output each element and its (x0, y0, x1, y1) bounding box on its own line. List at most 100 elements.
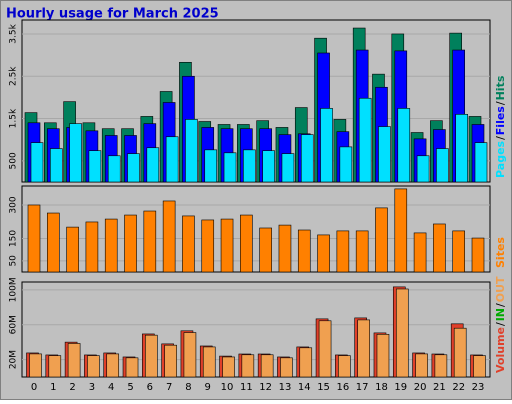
legend-label: OUT (494, 276, 507, 302)
y-tick-label: 2.5k (9, 66, 19, 86)
y-tick-label: 500 (9, 152, 19, 169)
y-tick-label: 3.5k (9, 23, 19, 43)
bar (339, 146, 353, 183)
x-tick-label: 2 (69, 382, 75, 393)
bar (357, 319, 370, 378)
bar (50, 148, 63, 183)
bar (278, 224, 292, 273)
bar (378, 126, 391, 183)
x-tick-label: 0 (31, 382, 37, 393)
bar (125, 357, 139, 378)
x-tick-label: 10 (221, 382, 234, 393)
bar (281, 153, 295, 183)
x-tick-label: 1 (50, 382, 56, 393)
bar (375, 207, 388, 273)
bar (297, 229, 311, 273)
bar (413, 232, 427, 273)
bar (106, 353, 120, 378)
y-tick-label: 50 (9, 255, 19, 267)
bar (27, 204, 41, 273)
bar (47, 212, 60, 273)
bar (165, 136, 179, 183)
legend: Pages/Files/Hits (494, 75, 507, 178)
bar (416, 155, 430, 183)
bar (67, 343, 81, 378)
x-tick-label: 6 (147, 382, 153, 393)
x-tick-label: 16 (337, 382, 350, 393)
bar (124, 214, 137, 273)
x-tick-label: 15 (317, 382, 330, 393)
bar (204, 149, 218, 183)
legend-label: Sites (494, 237, 507, 268)
bar (259, 227, 272, 273)
x-tick-label: 3 (89, 382, 95, 393)
legend-label: Files (494, 106, 507, 136)
legend-separator: / (494, 136, 507, 140)
bar (436, 148, 449, 183)
bar (474, 142, 488, 183)
x-tick-label: 17 (356, 382, 369, 393)
bar (162, 200, 176, 273)
bar (338, 355, 351, 378)
panel (21, 185, 491, 273)
bar (452, 230, 465, 273)
bar (202, 346, 216, 378)
bar (88, 150, 102, 183)
legend-label: Volume (494, 327, 507, 373)
bar (143, 210, 157, 273)
bar (434, 354, 448, 378)
x-tick-label: 8 (185, 382, 191, 393)
bar (355, 230, 369, 273)
bar (164, 344, 177, 378)
legend-label: Hits (494, 75, 507, 100)
y-tick-label: 60M (9, 315, 19, 334)
legend: Volume/IN/OUT (494, 276, 507, 373)
bar (300, 134, 314, 183)
bar (471, 237, 485, 273)
bar (260, 354, 274, 378)
bar (394, 188, 408, 273)
bar (185, 119, 198, 183)
y-tick-label: 150 (9, 230, 19, 247)
x-tick-label: 11 (240, 382, 253, 393)
bar (107, 155, 121, 183)
panel (21, 281, 491, 378)
x-tick-label: 21 (433, 382, 446, 393)
y-tick-label: 100M (9, 277, 19, 302)
bar (201, 219, 215, 273)
bar (30, 142, 44, 183)
x-tick-label: 23 (472, 382, 485, 393)
bar (243, 149, 256, 183)
bar (318, 320, 332, 378)
bar (241, 354, 255, 378)
bar (433, 223, 446, 273)
bar (87, 355, 100, 378)
bar (66, 226, 79, 273)
bar (299, 347, 313, 378)
bar (376, 333, 390, 378)
bar (220, 218, 234, 273)
bar (240, 214, 253, 273)
bar (453, 327, 467, 378)
y-tick-label: 20M (9, 350, 19, 369)
x-tick-label: 20 (414, 382, 427, 393)
x-tick-label: 5 (127, 382, 133, 393)
chart-title: Hourly usage for March 2025 (6, 7, 219, 22)
legend-label: IN (494, 308, 507, 321)
bar (262, 150, 275, 183)
bar (336, 230, 350, 273)
x-tick-label: 12 (259, 382, 272, 393)
bar (104, 218, 118, 273)
bar (473, 355, 486, 378)
bar (223, 152, 237, 183)
x-tick-label: 19 (394, 382, 407, 393)
x-tick-label: 14 (298, 382, 311, 393)
bar (48, 355, 62, 378)
bar (415, 353, 428, 378)
bar (397, 108, 411, 183)
bar (146, 147, 160, 183)
bar (127, 153, 140, 183)
x-tick-label: 4 (108, 382, 114, 393)
bar (69, 123, 82, 183)
